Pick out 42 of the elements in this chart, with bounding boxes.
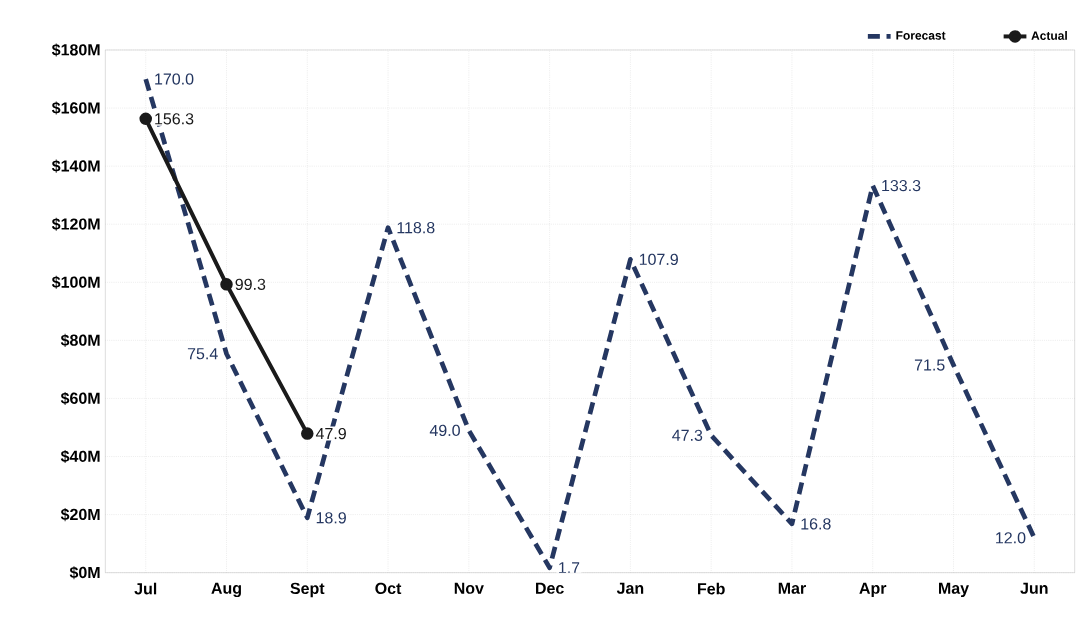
- data-label: 12.0: [996, 532, 1026, 544]
- data-label: 170.0: [155, 73, 194, 85]
- data-label: 156.3: [155, 113, 194, 125]
- data-label: 118.8: [397, 222, 435, 234]
- data-label: 49.0: [429, 424, 460, 437]
- y-tick-label: $180M: [51, 43, 100, 57]
- data-label: 99.3: [235, 278, 266, 290]
- data-label: 47.3: [672, 429, 703, 441]
- data-label: 71.5: [914, 359, 945, 371]
- x-tick-label: May: [939, 582, 969, 598]
- x-tick-label: Sept: [290, 582, 325, 598]
- x-tick-label: Jun: [1020, 582, 1048, 594]
- x-tick-label: Mar: [778, 582, 806, 594]
- legend-label: Actual: [1031, 31, 1067, 40]
- point: [139, 112, 152, 126]
- point: [301, 427, 314, 440]
- x-tick-label: Feb: [698, 582, 725, 595]
- y-tick-label: $20M: [60, 508, 100, 522]
- data-label: 133.3: [882, 179, 921, 192]
- data-label: 1.7: [559, 562, 580, 574]
- legend-label: Forecast: [896, 31, 946, 40]
- y-tick-label: $60M: [60, 391, 100, 405]
- y-tick-label: $80M: [60, 333, 100, 347]
- x-tick-label: Oct: [375, 582, 402, 595]
- y-tick-label: $40M: [60, 449, 100, 464]
- y-tick-label: $160M: [51, 101, 100, 115]
- x-tick-label: Apr: [859, 582, 887, 598]
- y-tick-label: $0M: [69, 566, 100, 580]
- x-tick-label: Aug: [211, 582, 241, 598]
- data-label: 18.9: [316, 512, 346, 524]
- x-tick-label: Nov: [454, 582, 484, 594]
- x-tick-label: Dec: [536, 582, 564, 594]
- data-label: 75.4: [187, 348, 218, 360]
- data-label: 16.8: [801, 518, 831, 530]
- x-tick-label: Jul: [134, 582, 157, 595]
- point: [220, 278, 233, 291]
- y-tick-label: $100M: [51, 275, 100, 289]
- data-label: 47.9: [315, 427, 346, 440]
- y-tick-label: $120M: [51, 217, 100, 231]
- x-tick-label: Jan: [616, 582, 644, 594]
- data-label: 107.9: [639, 253, 678, 266]
- y-tick-label: $140M: [51, 159, 100, 173]
